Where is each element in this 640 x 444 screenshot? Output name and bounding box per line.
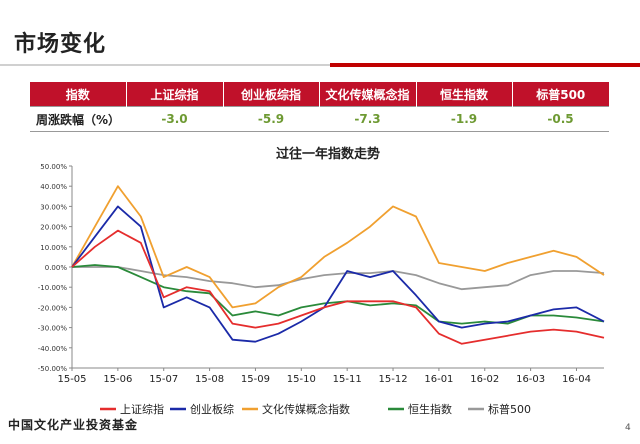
x-tick-label: 15-06 xyxy=(103,374,132,385)
x-tick-label: 15-11 xyxy=(333,374,362,385)
series-line xyxy=(71,185,605,309)
legend-label: 恒生指数 xyxy=(408,402,452,416)
table-row: 周涨跌幅（%） -3.0 -5.9 -7.3 -1.9 -0.5 xyxy=(30,106,609,132)
header-sp500: 标普500 xyxy=(512,82,609,107)
legend-label: 创业板综 xyxy=(190,402,234,416)
returns-table: 指数 上证综指 创业板综指 文化传媒概念指 恒生指数 标普500 周涨跌幅（%）… xyxy=(30,82,609,132)
x-tick-label: 16-04 xyxy=(562,374,591,385)
title-divider-red xyxy=(330,63,640,67)
series-line xyxy=(71,229,605,345)
fund-logo: 中国文化产业投资基金 xyxy=(8,418,139,432)
x-tick-label: 15-05 xyxy=(57,374,86,385)
value-media: -7.3 xyxy=(319,106,416,132)
header-index: 指数 xyxy=(30,82,127,107)
table-header-row: 指数 上证综指 创业板综指 文化传媒概念指 恒生指数 标普500 xyxy=(30,82,609,107)
x-tick-label: 15-08 xyxy=(195,374,224,385)
value-sp500: -0.5 xyxy=(512,106,609,132)
title-divider-grey xyxy=(0,64,330,66)
header-chinext: 创业板综指 xyxy=(223,82,320,107)
legend-label: 标普500 xyxy=(488,402,531,416)
header-shanghai: 上证综指 xyxy=(126,82,224,107)
value-hangseng: -1.9 xyxy=(416,106,512,132)
x-tick-label: 15-07 xyxy=(149,374,178,385)
series-line xyxy=(72,266,605,291)
y-tick-label: -10.00% xyxy=(38,284,68,292)
value-shanghai: -3.0 xyxy=(126,106,223,132)
y-tick-label: -30.00% xyxy=(38,325,68,333)
row-label-weekly-change: 周涨跌幅（%） xyxy=(30,106,126,132)
page-number: 4 xyxy=(625,423,631,433)
x-tick-label: 16-01 xyxy=(424,374,453,385)
chart-title: 过往一年指数走势 xyxy=(276,146,380,162)
x-tick-label: 15-10 xyxy=(287,374,316,385)
y-tick-label: 30.00% xyxy=(40,203,67,211)
series-line xyxy=(71,264,605,325)
value-chinext: -5.9 xyxy=(223,106,319,132)
y-tick-label: 0.00% xyxy=(45,264,68,272)
x-tick-label: 15-12 xyxy=(379,374,408,385)
y-tick-label: -40.00% xyxy=(38,345,68,353)
y-tick-label: 40.00% xyxy=(40,183,67,191)
header-media: 文化传媒概念指 xyxy=(319,82,417,107)
y-tick-label: 20.00% xyxy=(40,224,67,232)
header-hangseng: 恒生指数 xyxy=(416,82,513,107)
x-tick-label: 16-03 xyxy=(516,374,545,385)
slide-title: 市场变化 xyxy=(14,32,107,57)
x-tick-label: 16-02 xyxy=(470,374,499,385)
y-tick-label: 50.00% xyxy=(40,163,67,171)
x-tick-label: 15-09 xyxy=(241,374,270,385)
y-tick-label: -20.00% xyxy=(38,304,68,312)
series-line xyxy=(71,205,605,343)
legend-label: 上证综指 xyxy=(120,402,164,416)
y-tick-label: -50.00% xyxy=(38,365,68,373)
y-tick-label: 10.00% xyxy=(40,244,67,252)
legend-label: 文化传媒概念指数 xyxy=(262,402,350,416)
